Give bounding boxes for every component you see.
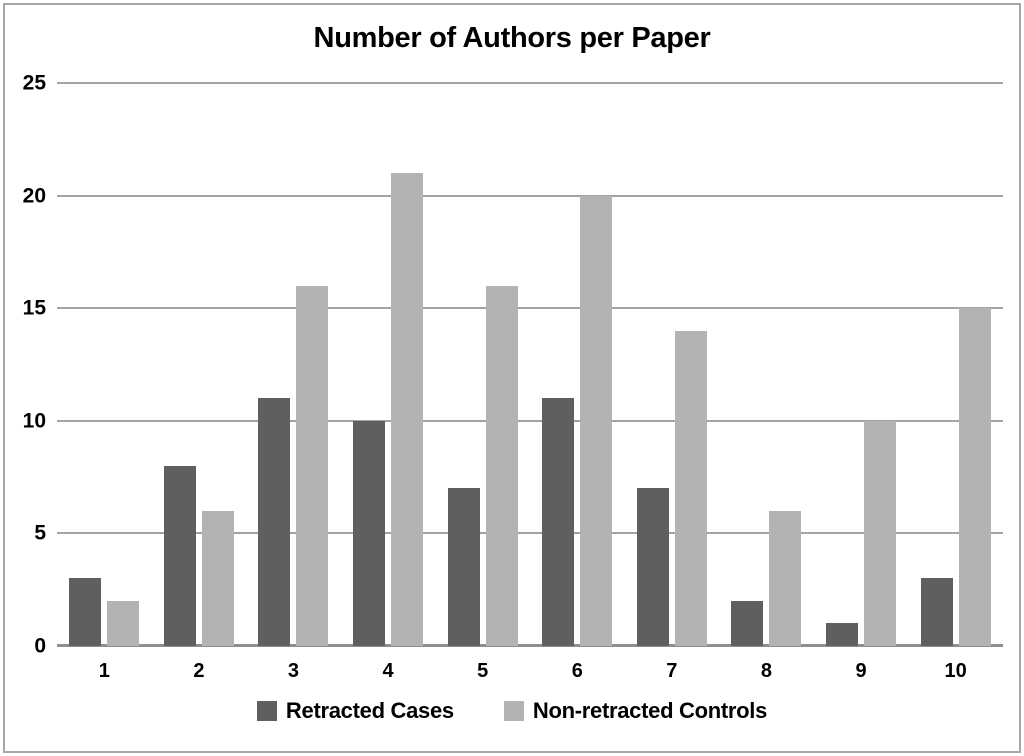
legend-swatch-retracted-cases [256, 701, 277, 721]
y-tick-label-0: 0 [34, 634, 46, 658]
bar-non-retracted-controls-7 [674, 330, 707, 646]
chart-title: Number of Authors per Paper [313, 22, 711, 54]
bar-non-retracted-controls-6 [580, 195, 613, 646]
x-tick-label-10: 10 [944, 660, 967, 682]
legend-swatch-non-retracted-controls [503, 701, 524, 721]
category-group-7 [625, 83, 720, 646]
category-group-4 [341, 83, 436, 646]
bar-retracted-cases-2 [163, 465, 196, 646]
bar-non-retracted-controls-10 [958, 308, 991, 646]
category-group-6 [530, 83, 625, 646]
bar-non-retracted-controls-2 [201, 510, 234, 646]
bar-retracted-cases-10 [920, 578, 953, 646]
bar-non-retracted-controls-1 [107, 600, 140, 646]
gridline-y-5 [57, 532, 1003, 535]
category-group-1 [57, 83, 152, 646]
bar-non-retracted-controls-3 [296, 285, 329, 646]
bar-retracted-cases-9 [826, 623, 859, 646]
x-tick-label-8: 8 [760, 660, 773, 682]
bars-container [57, 83, 1003, 646]
y-tick-label-15: 15 [22, 296, 46, 320]
gridline-y-20 [57, 194, 1003, 197]
category-group-10 [908, 83, 1003, 646]
category-group-8 [719, 83, 814, 646]
x-tick-label-3: 3 [287, 660, 300, 682]
bar-retracted-cases-8 [731, 600, 764, 646]
bar-retracted-cases-5 [447, 488, 480, 646]
bar-retracted-cases-1 [69, 578, 102, 646]
bar-non-retracted-controls-9 [864, 420, 897, 646]
bar-non-retracted-controls-5 [485, 285, 518, 646]
bar-retracted-cases-6 [542, 398, 575, 646]
bar-retracted-cases-7 [636, 488, 669, 646]
x-axis-baseline [57, 644, 1003, 647]
x-tick-label-5: 5 [477, 660, 489, 682]
x-tick-label-4: 4 [382, 660, 394, 682]
bar-non-retracted-controls-8 [769, 510, 802, 646]
x-tick-label-1: 1 [98, 660, 110, 682]
x-tick-label-7: 7 [666, 660, 678, 682]
legend: Retracted Cases Non-retracted Controls [0, 698, 1024, 724]
bar-retracted-cases-4 [353, 420, 386, 646]
y-tick-label-20: 20 [22, 184, 46, 208]
x-axis: 1 2 3 4 5 6 7 8 9 10 [57, 660, 1003, 683]
y-tick-label-25: 25 [22, 71, 46, 95]
category-group-5 [435, 83, 530, 646]
gridline-y-25 [57, 82, 1003, 84]
y-tick-label-5: 5 [34, 521, 46, 545]
x-tick-label-9: 9 [855, 660, 867, 682]
category-group-3 [246, 83, 341, 646]
gridline-y-15 [57, 307, 1003, 310]
x-tick-label-6: 6 [571, 660, 583, 682]
plot-area [57, 82, 1003, 647]
y-tick-label-10: 10 [22, 409, 46, 433]
legend-item-retracted-cases: Retracted Cases [256, 698, 454, 724]
legend-label-non-retracted-controls: Non-retracted Controls [532, 698, 768, 723]
category-group-2 [152, 83, 247, 646]
x-tick-label-2: 2 [193, 660, 205, 682]
category-group-9 [814, 83, 909, 646]
legend-label-retracted-cases: Retracted Cases [285, 698, 454, 723]
legend-item-non-retracted-controls: Non-retracted Controls [503, 698, 768, 724]
bar-retracted-cases-3 [258, 398, 291, 646]
y-axis: 0 5 10 15 20 25 [0, 73, 46, 657]
gridline-y-10 [57, 419, 1003, 422]
bar-non-retracted-controls-4 [391, 173, 424, 646]
